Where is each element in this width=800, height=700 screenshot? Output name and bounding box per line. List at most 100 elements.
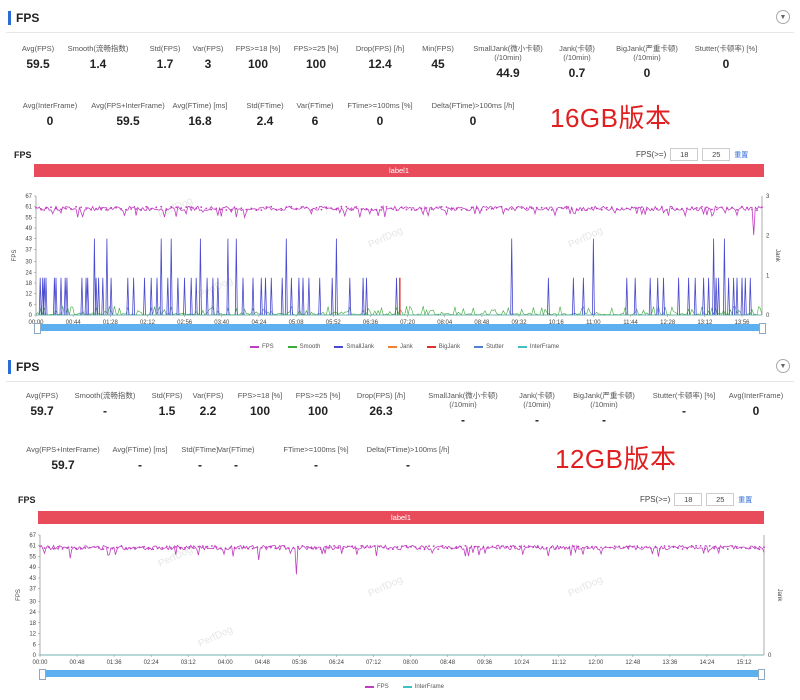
fps-point xyxy=(446,547,449,550)
stat-item: Min(FPS) 45 xyxy=(393,44,483,71)
fps-point xyxy=(52,547,55,550)
fps-point xyxy=(278,545,281,547)
fps-point xyxy=(699,545,702,547)
fps-threshold-input-1[interactable]: 18 xyxy=(670,148,699,161)
label-bar[interactable]: label1 xyxy=(38,511,764,524)
fps-point xyxy=(722,547,725,549)
fps-point xyxy=(224,547,227,550)
fps-point xyxy=(238,547,241,550)
stat-item: FTime>=100ms [%] - xyxy=(271,445,361,472)
fps-point xyxy=(627,545,630,548)
fps-point xyxy=(485,208,488,211)
fps-point xyxy=(350,209,353,211)
fps-threshold-input-2[interactable]: 25 xyxy=(702,148,731,161)
smalljank-spike xyxy=(318,277,322,316)
smalljank-spike xyxy=(280,277,284,316)
stat-value: 0 xyxy=(752,404,760,418)
y-tick-label: 43 xyxy=(25,237,32,243)
fps-point xyxy=(595,207,598,210)
fps-point xyxy=(188,546,191,548)
smalljank-spike xyxy=(687,277,690,316)
fps-point xyxy=(70,208,72,210)
smalljank-spike xyxy=(132,277,135,316)
fps-point xyxy=(640,206,643,208)
stat-value: 59.7 xyxy=(51,458,75,472)
fps-point xyxy=(620,207,623,210)
legend-label: InterFrame xyxy=(529,344,560,350)
legend-item[interactable]: FPS xyxy=(365,684,389,690)
stat-item: Avg(FTime) [ms] - xyxy=(95,445,185,472)
label-bar[interactable]: label1 xyxy=(34,164,764,177)
fps-point xyxy=(57,545,59,548)
fps-point xyxy=(609,546,611,549)
fps-point xyxy=(716,208,718,211)
stat-item: Drop(FPS) [/h] 12.4 xyxy=(335,44,425,71)
fps-point xyxy=(180,207,183,209)
fps-point xyxy=(636,545,639,548)
smalljank-spike xyxy=(301,277,305,316)
fps-point xyxy=(455,207,458,210)
stat-item: Smooth(流畅指数) - xyxy=(60,391,150,418)
legend-item[interactable]: InterFrame xyxy=(402,684,444,690)
stat-item: FTime>=100ms [%] 0 xyxy=(335,101,425,128)
fps-threshold-input-1[interactable]: 18 xyxy=(674,493,703,506)
legend-item[interactable]: SmallJank xyxy=(334,344,374,350)
fps-point xyxy=(535,206,538,209)
fps-point xyxy=(292,546,295,549)
smalljank-spike xyxy=(712,238,715,316)
fps-point xyxy=(150,207,153,210)
stat-label: Avg(FTime) [ms] xyxy=(172,101,228,110)
stat-label: Stutter(卡顿率) [%] xyxy=(652,391,716,400)
reset-button[interactable]: 重置 xyxy=(734,151,749,159)
stat-label: Delta(FTime)>100ms [/h] xyxy=(431,101,515,110)
legend-item[interactable]: Smooth xyxy=(287,344,320,350)
time-range-slider[interactable] xyxy=(34,323,766,334)
fps-point xyxy=(545,207,548,209)
legend-item[interactable]: InterFrame xyxy=(517,344,560,350)
fps-point xyxy=(360,545,363,547)
legend-swatch xyxy=(365,686,374,688)
stat-label: Avg(FTime) [ms] xyxy=(112,445,168,454)
fps-point xyxy=(300,206,303,208)
fps-point xyxy=(490,207,493,210)
collapse-button[interactable]: ▼ xyxy=(776,10,790,24)
fps-panel-12gb: FPS ▼ Avg(FPS) 59.7 Smooth(流畅指数) - Std(FPS) 1… xyxy=(0,357,800,700)
reset-button[interactable]: 重置 xyxy=(738,496,753,504)
fps-point xyxy=(480,209,483,211)
stat-value: 2.4 xyxy=(256,114,274,128)
stat-value: - xyxy=(535,413,539,427)
fps-point xyxy=(545,547,548,549)
fps-point xyxy=(763,546,765,549)
x-tick-label: 09:36 xyxy=(477,660,493,666)
fps-point xyxy=(340,205,343,208)
fps-point xyxy=(48,546,50,549)
legend-swatch xyxy=(474,346,484,348)
x-tick-label: 00:48 xyxy=(70,660,86,666)
fps-point xyxy=(414,546,417,548)
fps-point xyxy=(465,208,468,211)
fps-point xyxy=(756,209,758,212)
fps-point xyxy=(505,208,508,210)
panel-header: FPS xyxy=(8,8,39,28)
legend-item[interactable]: Stutter xyxy=(474,344,504,350)
fps-threshold-input-2[interactable]: 25 xyxy=(706,493,735,506)
y2-axis-label: Jank xyxy=(776,589,782,603)
fps-point xyxy=(220,208,223,211)
fps-point xyxy=(514,545,516,548)
y-tick-label: 18 xyxy=(25,281,32,287)
stat-label: Delta(FTime)>100ms [/h] xyxy=(366,445,450,454)
stat-item: Avg(FPS) 59.7 xyxy=(0,391,87,418)
legend-item[interactable]: BigJank xyxy=(426,344,460,350)
collapse-button[interactable]: ▼ xyxy=(776,359,790,373)
fps-point xyxy=(564,548,566,550)
legend-swatch xyxy=(334,346,344,348)
stat-item: BigJank(严重卡顿) (/10min) 0 xyxy=(602,44,692,80)
time-range-slider[interactable] xyxy=(39,669,765,680)
fps-point xyxy=(93,546,96,548)
legend-item[interactable]: Jank xyxy=(388,344,413,350)
x-tick-label: 11:00 xyxy=(586,320,601,326)
smalljank-spike xyxy=(727,277,730,316)
fps-point xyxy=(570,207,573,210)
stat-value: 1.5 xyxy=(158,404,176,418)
legend-item[interactable]: FPS xyxy=(250,344,274,350)
